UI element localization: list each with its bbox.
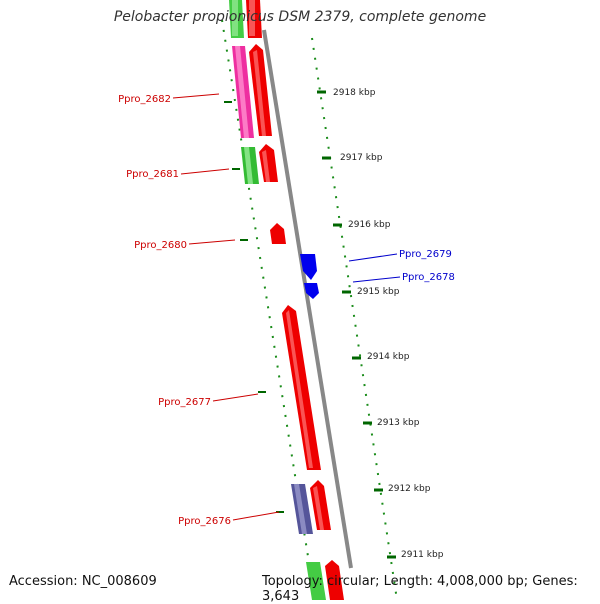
ruler-label: 2917 kbp xyxy=(340,153,383,163)
ruler-ticks xyxy=(317,90,396,559)
ruler-label: 2915 kbp xyxy=(357,287,400,297)
ruler-label: 2914 kbp xyxy=(367,352,410,362)
gene-label-ppro-2680[interactable]: Ppro_2680 xyxy=(134,240,187,251)
accession-text: Accession: NC_008609 xyxy=(9,574,157,589)
gene-label-ppro-2677[interactable]: Ppro_2677 xyxy=(158,397,211,408)
gene-label-ppro-2682[interactable]: Ppro_2682 xyxy=(118,94,171,105)
ruler-labels: 2918 kbp 2917 kbp 2916 kbp 2915 kbp 2914… xyxy=(333,88,444,560)
gene-arrow-2680 xyxy=(270,223,286,244)
ruler-label: 2912 kbp xyxy=(388,484,431,494)
gene-label-ppro-2678[interactable]: Ppro_2678 xyxy=(402,272,455,283)
ruler-label: 2918 kbp xyxy=(333,88,376,98)
gene-label-ppro-2676[interactable]: Ppro_2676 xyxy=(178,516,231,527)
map-title: Pelobacter propionicus DSM 2379, complet… xyxy=(113,9,487,25)
label-leaders xyxy=(172,93,401,521)
ruler-label: 2916 kbp xyxy=(348,220,391,230)
genome-backbone xyxy=(262,29,353,569)
gene-arrow xyxy=(325,560,344,600)
gene-features xyxy=(229,0,344,600)
gene-labels: Ppro_2682 Ppro_2681 Ppro_2680 Ppro_2679 … xyxy=(118,94,455,527)
ruler-label: 2913 kbp xyxy=(377,418,420,428)
gene-arrow xyxy=(306,562,326,600)
gene-arrow-2678 xyxy=(304,283,319,299)
gene-label-ppro-2681[interactable]: Ppro_2681 xyxy=(126,169,179,180)
gene-arrow-2679 xyxy=(300,254,317,280)
ruler-label: 2911 kbp xyxy=(401,550,444,560)
gene-label-ppro-2679[interactable]: Ppro_2679 xyxy=(399,249,452,260)
reverse-gene-features xyxy=(300,254,319,299)
